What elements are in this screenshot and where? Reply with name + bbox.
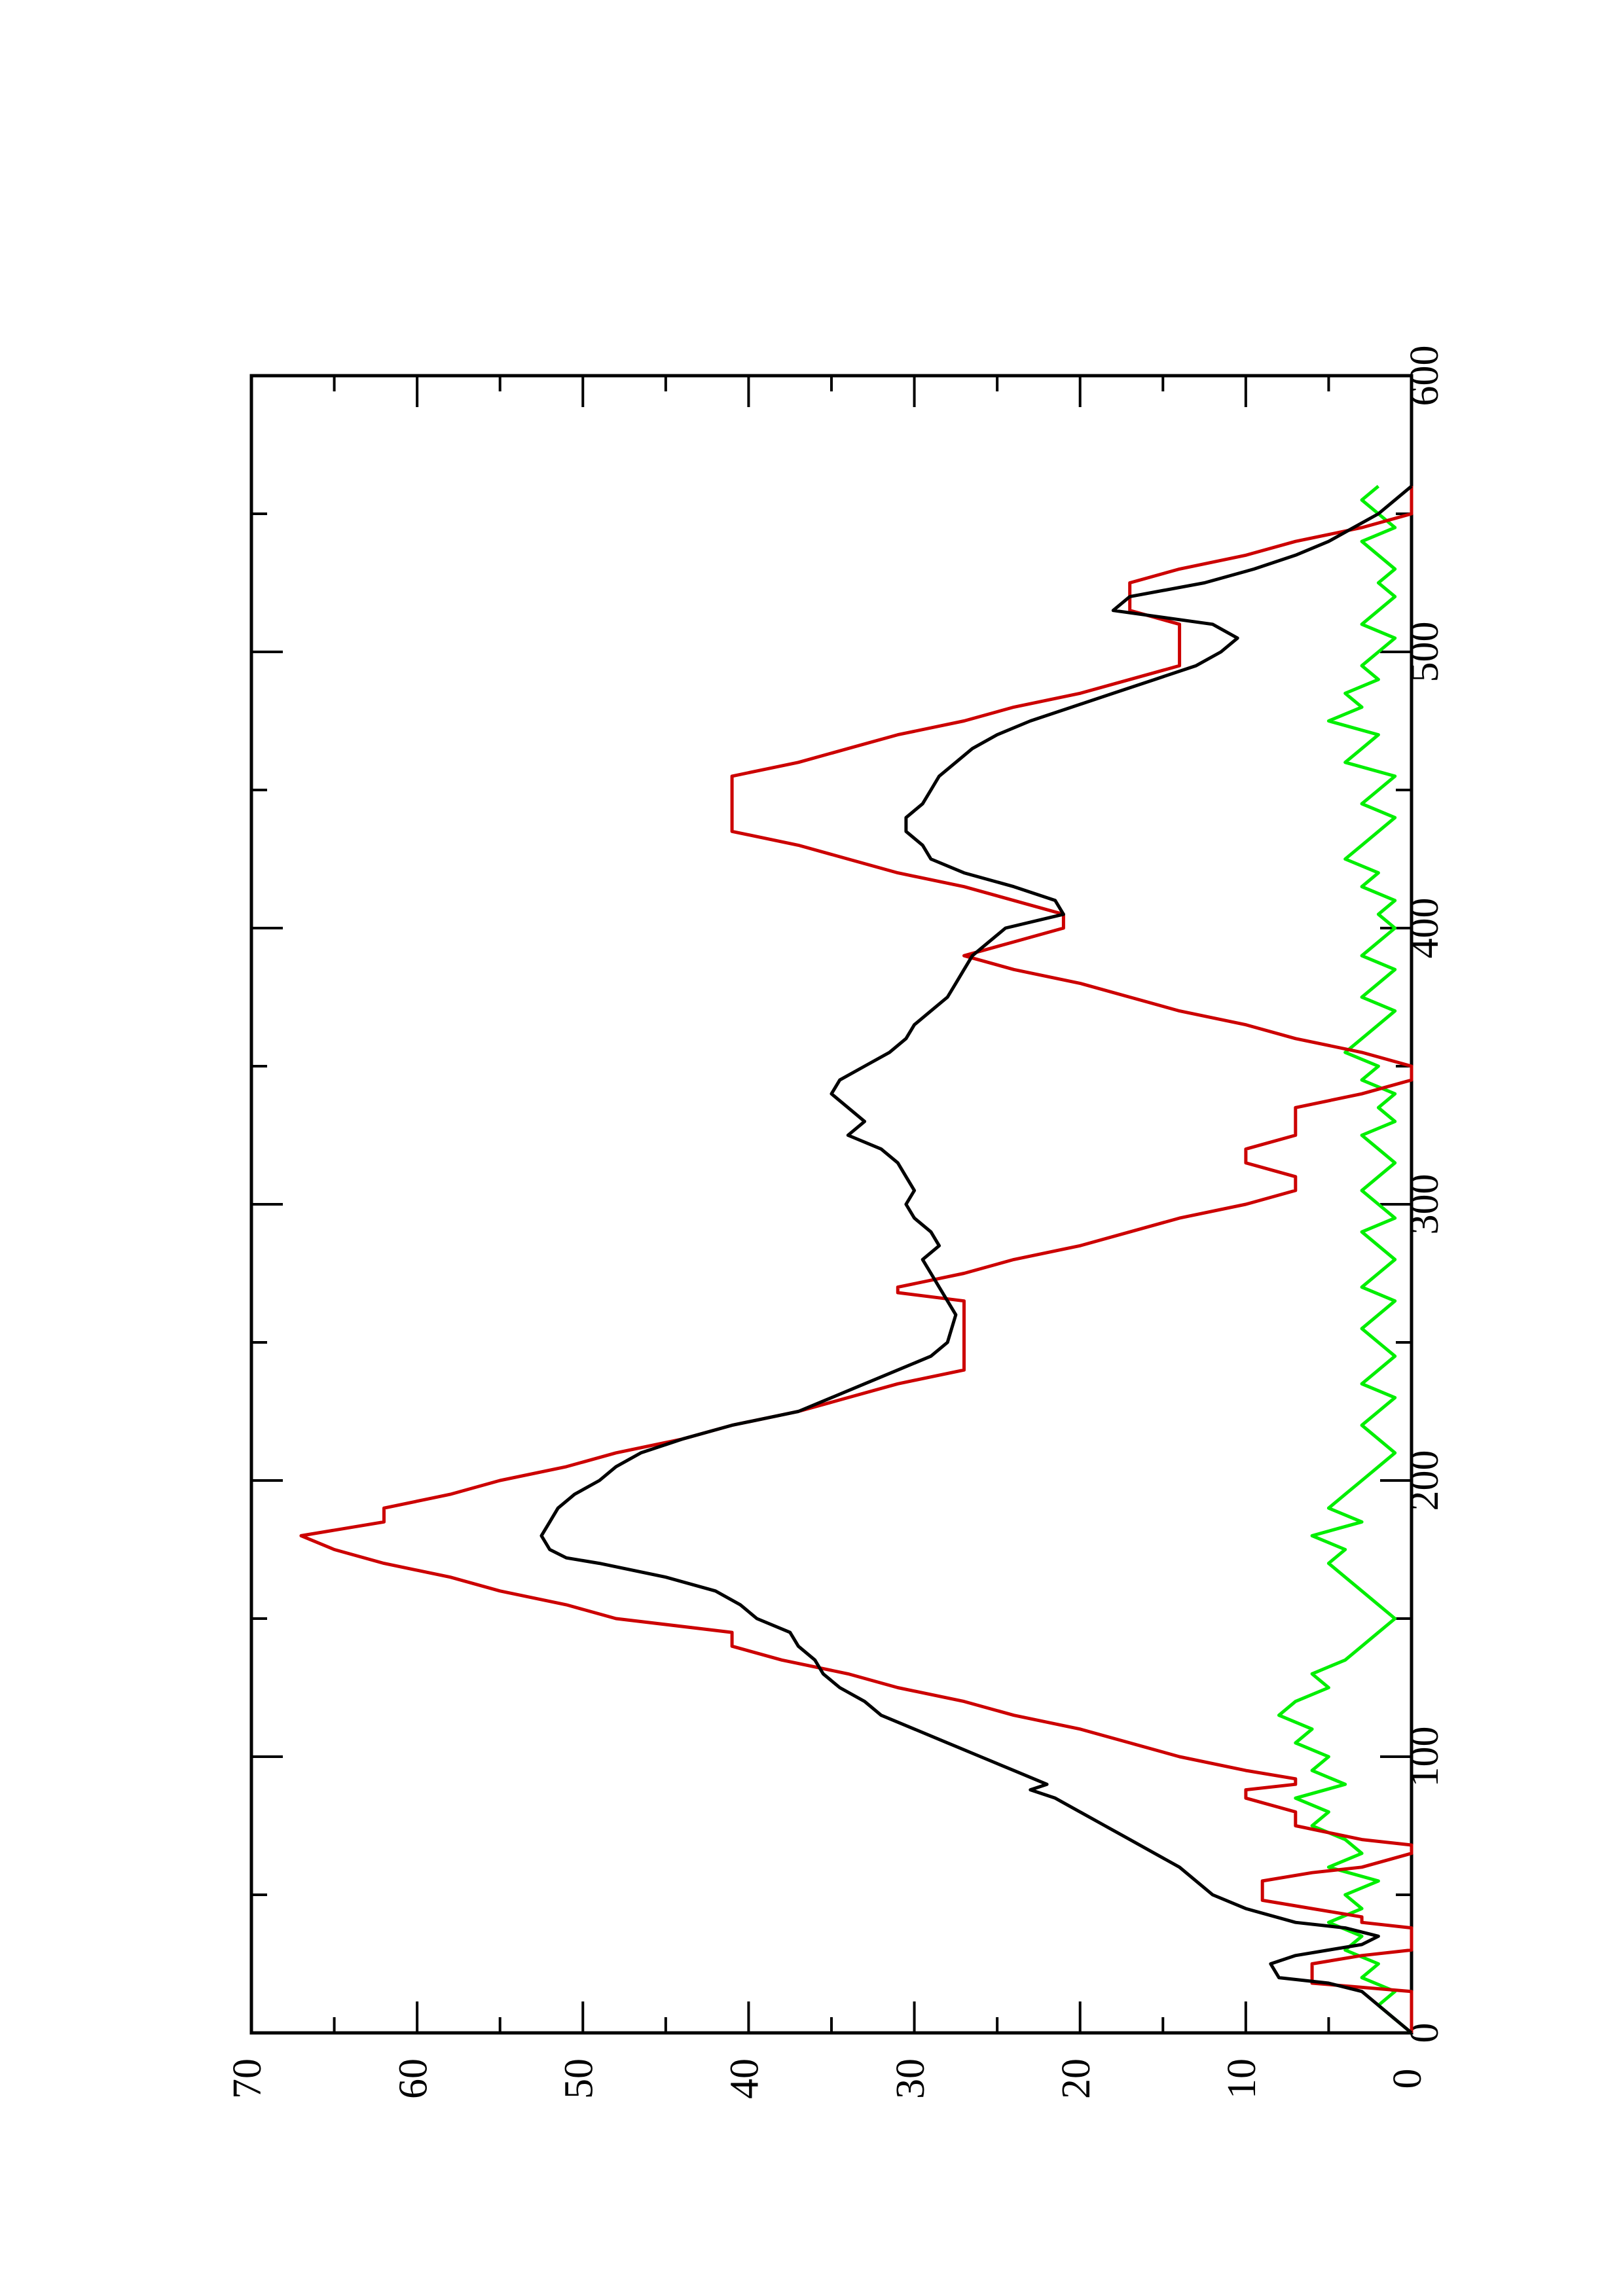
x-tick-label: 500 [1402, 622, 1447, 683]
y-tick-label: 70 [225, 2058, 270, 2099]
y-tick-label: 10 [1220, 2058, 1264, 2099]
y-tick-label: 30 [888, 2058, 933, 2099]
y-tick-label: 20 [1054, 2058, 1099, 2099]
y-tick-label: 60 [391, 2058, 435, 2099]
x-tick-label: 600 [1402, 346, 1447, 406]
series-layer [299, 484, 1413, 2034]
black-series-line [539, 484, 1413, 2034]
y-tick-label: 50 [557, 2058, 602, 2099]
plot-frame [249, 374, 1413, 2035]
x-tick-label: 200 [1402, 1450, 1447, 1511]
y-tick-label: 40 [723, 2058, 767, 2099]
green-series-line [1277, 484, 1413, 2034]
x-tick-label: 100 [1402, 1727, 1447, 1787]
x-tick-label: 400 [1402, 898, 1447, 959]
red-series-line [299, 486, 1413, 2033]
x-tick-label: 300 [1402, 1174, 1447, 1235]
y-tick-label: 0 [1385, 2069, 1430, 2089]
